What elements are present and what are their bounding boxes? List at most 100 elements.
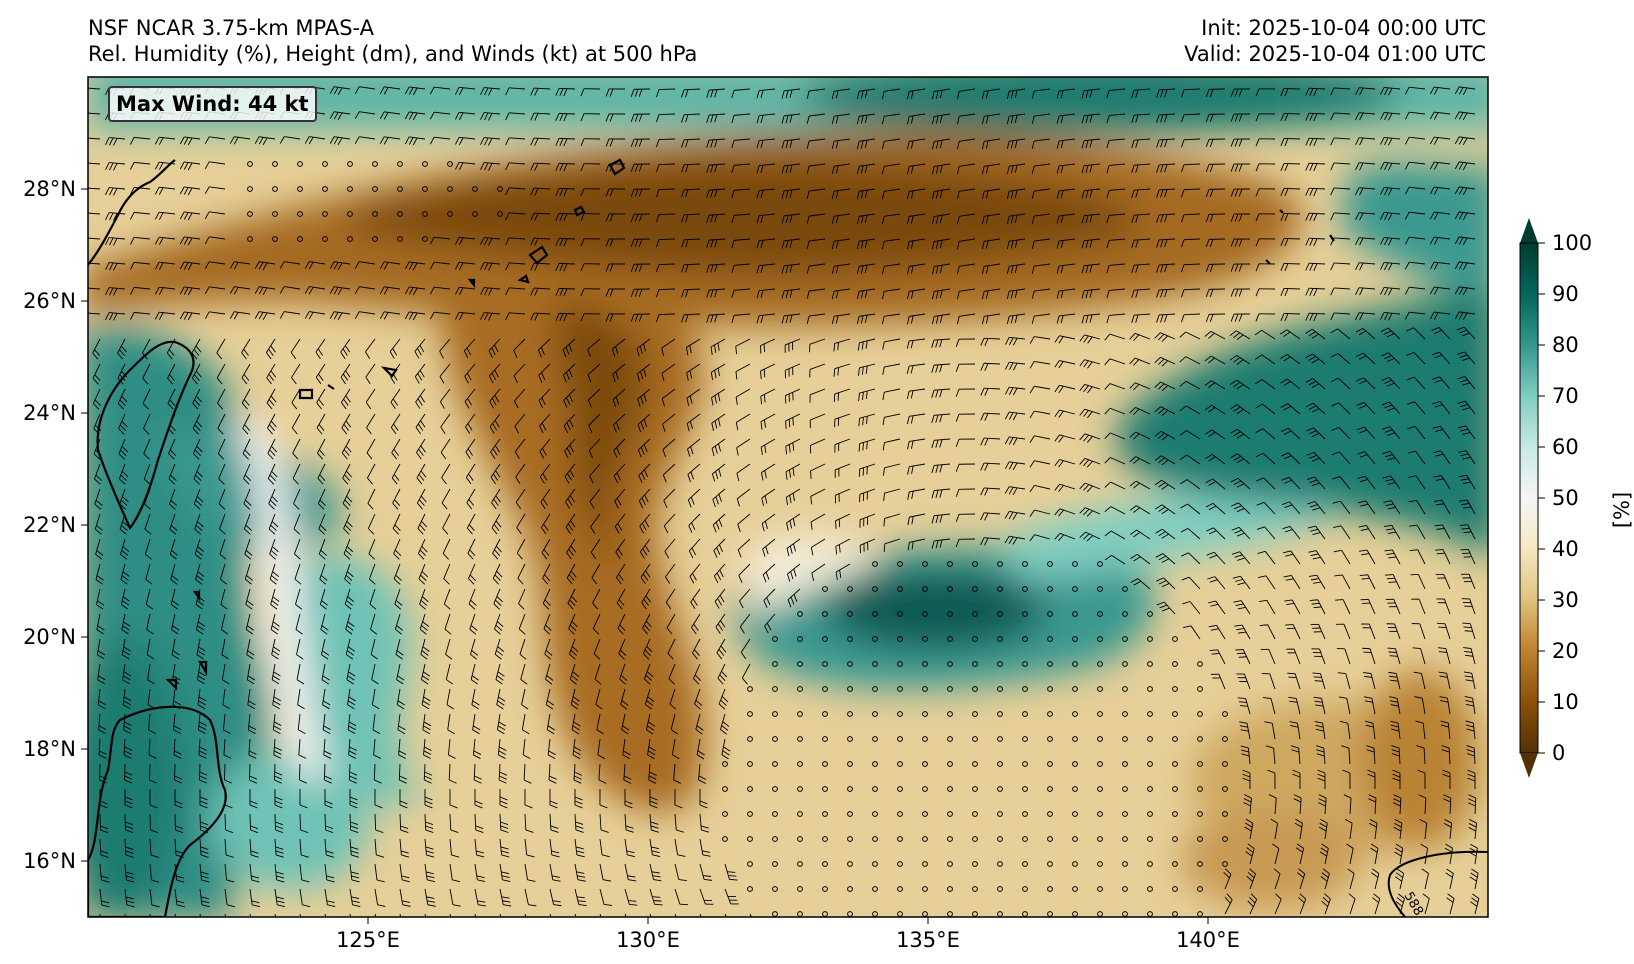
wind-barb [722, 836, 728, 842]
wind-barb [345, 613, 355, 635]
wind-barb [514, 438, 526, 459]
wind-barb [524, 788, 533, 809]
wind-barb [1056, 313, 1076, 324]
wind-barb [1072, 711, 1078, 717]
wind-barb [956, 138, 976, 150]
wind-barb [393, 563, 402, 585]
wind-barb [772, 711, 778, 717]
wind-barb [1429, 111, 1451, 120]
wind-barb [179, 311, 201, 321]
wind-barb [1104, 333, 1126, 341]
wind-barb [293, 488, 301, 510]
wind-barb [906, 288, 926, 300]
wind-barb [1079, 458, 1101, 468]
wind-barb [655, 288, 676, 298]
wind-barb [663, 513, 676, 534]
wind-barb [1381, 352, 1401, 365]
wind-barb [316, 413, 326, 435]
wind-barb [271, 663, 281, 685]
wind-barb [396, 688, 406, 710]
wind-barb [637, 438, 651, 458]
wind-barb [883, 513, 901, 527]
wind-barb [673, 763, 682, 784]
wind-barb [299, 888, 311, 908]
wind-barb [1333, 549, 1351, 565]
wind-barb [831, 238, 851, 250]
lon-tick-label: 135°E [896, 928, 960, 952]
wind-barb [270, 613, 280, 635]
wind-barb [241, 338, 251, 360]
wind-barb [366, 438, 376, 460]
wind-barb [681, 263, 701, 273]
wind-barb [1282, 550, 1301, 565]
wind-barb [92, 338, 101, 360]
wind-barb [872, 611, 878, 617]
wind-barb [713, 563, 726, 584]
wind-barb [497, 211, 503, 217]
wind-barb [149, 863, 160, 883]
wind-barb [272, 236, 278, 242]
wind-barb [1106, 138, 1126, 149]
wind-barb [1106, 88, 1126, 99]
wind-barb [254, 261, 276, 271]
wind-barb [121, 613, 131, 635]
wind-barb [98, 713, 107, 734]
wind-barb [1469, 868, 1479, 890]
wind-barb [567, 588, 578, 610]
wind-barb [1122, 761, 1128, 767]
wind-barb [1330, 312, 1351, 321]
wind-barb [1348, 893, 1356, 915]
wind-barb [354, 261, 376, 269]
wind-barb [499, 788, 508, 809]
wind-barb [1031, 238, 1051, 249]
wind-barb [341, 438, 352, 460]
wind-barb [834, 463, 851, 478]
wind-barb [781, 138, 801, 149]
wind-barb [630, 313, 651, 322]
wind-barb [154, 261, 176, 270]
wind-barb [441, 463, 451, 485]
wind-barb [735, 388, 751, 405]
wind-barb [1321, 893, 1331, 915]
wind-barb [1154, 455, 1176, 466]
wind-barb [806, 163, 826, 174]
wind-barb [772, 736, 778, 742]
wind-barb [199, 763, 208, 784]
wind-barb [1056, 213, 1076, 224]
wind-barb [621, 713, 630, 735]
lon-tick-label: 125°E [336, 928, 400, 952]
wind-barb [881, 238, 901, 250]
wind-barb [1122, 661, 1128, 667]
wind-barb [88, 187, 101, 190]
wind-barb [530, 212, 551, 221]
wind-barb [397, 713, 406, 735]
wind-barb [1437, 622, 1451, 640]
wind-barb [1411, 598, 1426, 615]
wind-barb [1006, 113, 1026, 125]
wind-barb [906, 188, 926, 200]
wind-barb [417, 538, 428, 560]
wind-barb [443, 563, 451, 585]
wind-barb [1289, 721, 1301, 740]
wind-barb [981, 238, 1001, 250]
wind-barb [294, 538, 301, 560]
wind-barb [179, 211, 201, 221]
wind-barb [123, 738, 132, 759]
wind-barb [822, 786, 828, 792]
wind-barb [972, 761, 978, 767]
wind-barb [1355, 137, 1376, 146]
wind-barb [624, 888, 638, 906]
wind-barb [1331, 402, 1351, 415]
wind-barb [219, 538, 227, 560]
wind-barb [822, 836, 828, 842]
wind-barb [497, 713, 506, 735]
wind-barb [1463, 671, 1476, 690]
wind-barb [714, 588, 726, 609]
wind-barb [706, 313, 726, 323]
wind-barb [1208, 624, 1226, 640]
wind-barb [931, 88, 951, 100]
wind-barb [1280, 427, 1301, 440]
wind-barb [555, 312, 576, 322]
wind-barb [1429, 86, 1451, 95]
wind-barb [199, 813, 209, 834]
